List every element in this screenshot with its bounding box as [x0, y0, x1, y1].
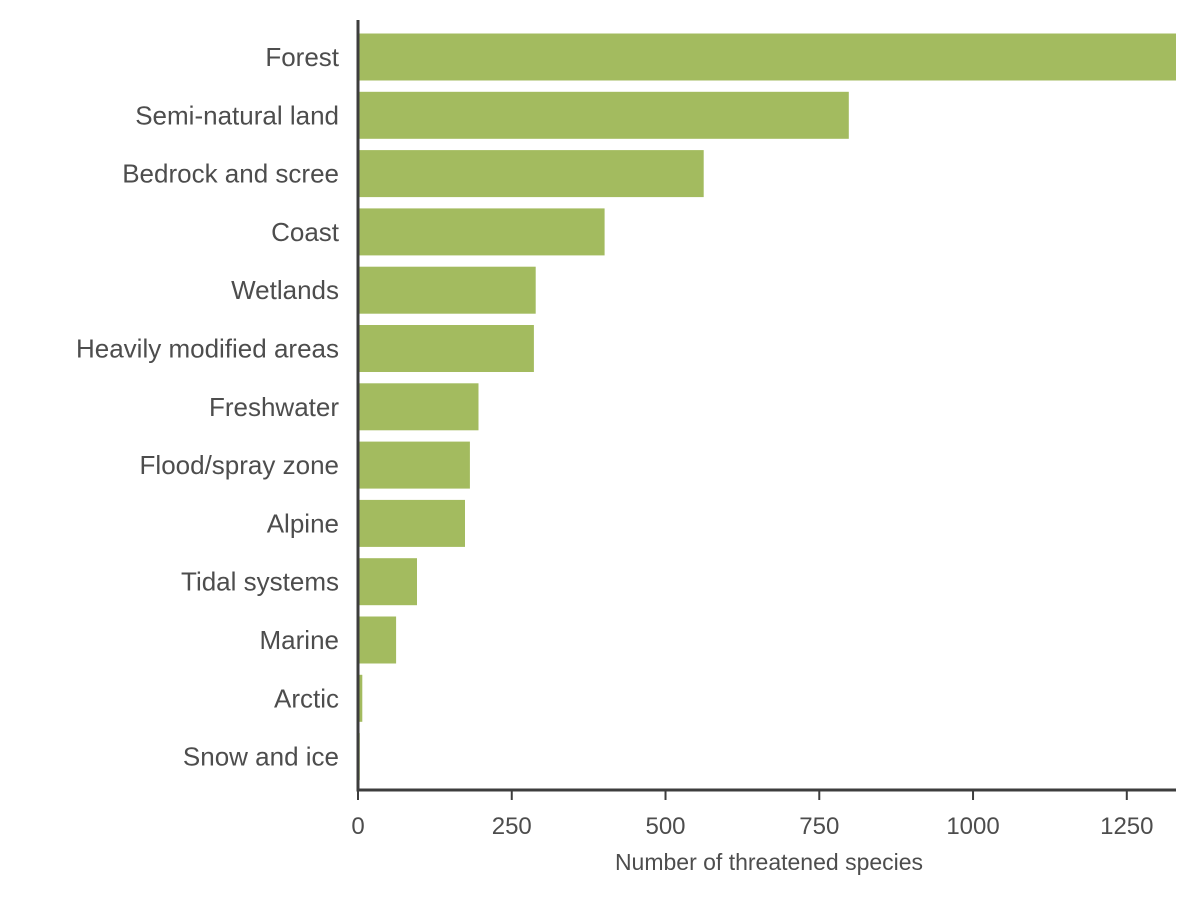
bar-bedrock-and-scree — [358, 150, 704, 198]
x-tick-label: 250 — [492, 813, 532, 840]
category-label: Freshwater — [209, 392, 339, 422]
bar-heavily-modified-areas — [358, 325, 534, 372]
category-label: Bedrock and scree — [122, 159, 339, 189]
bar-alpine — [358, 499, 465, 547]
bar-forest — [358, 33, 1176, 81]
category-label: Arctic — [274, 683, 339, 713]
bar-freshwater — [358, 383, 479, 431]
category-label: Marine — [260, 625, 339, 655]
x-tick-label: 500 — [645, 813, 685, 840]
bar-flood-spray-zone — [358, 441, 470, 489]
x-tick-label: 1250 — [1100, 813, 1153, 840]
category-labels-group: Forest Semi-natural land Bedrock and scree… — [76, 42, 340, 772]
category-label: Wetlands — [231, 275, 339, 305]
x-tick-label: 1000 — [946, 813, 999, 840]
bar-semi-natural-land — [358, 91, 849, 139]
bar-coast — [358, 208, 605, 256]
category-label: Coast — [271, 217, 340, 247]
x-tick-label: 0 — [351, 813, 364, 840]
bar-marine — [358, 616, 397, 664]
category-label: Heavily modified areas — [76, 334, 339, 364]
x-tick-label: 750 — [799, 813, 839, 840]
category-label: Alpine — [267, 508, 339, 538]
bars-group — [358, 33, 1176, 781]
category-label: Forest — [265, 42, 339, 72]
category-label: Snow and ice — [183, 742, 339, 772]
bar-wetlands — [358, 266, 536, 314]
x-axis-title: Number of threatened species — [615, 849, 923, 875]
category-label: Flood/spray zone — [140, 450, 339, 480]
bar-tidal-systems — [358, 558, 417, 606]
x-ticks-group: 0 250 500 750 1000 1250 — [351, 790, 1153, 840]
category-label: Tidal systems — [181, 567, 339, 597]
bar-arctic — [358, 674, 363, 722]
category-label: Semi-natural land — [135, 100, 339, 130]
